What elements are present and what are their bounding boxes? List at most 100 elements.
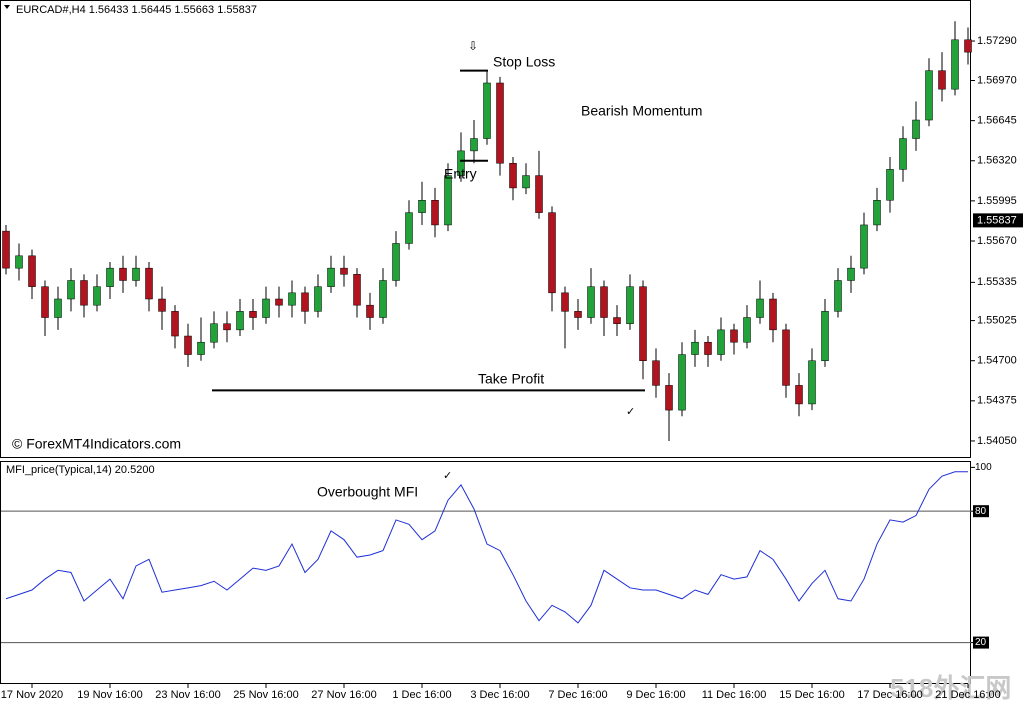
candle-body <box>210 323 218 343</box>
check-icon: ✓ <box>626 406 635 418</box>
candle-body <box>132 267 140 281</box>
last-price-box <box>973 213 1023 228</box>
y-tick-label: 1.56645 <box>977 115 1017 127</box>
candle-body <box>600 286 608 318</box>
x-tick-label: 7 Dec 16:00 <box>548 689 607 701</box>
candle-body <box>223 323 231 331</box>
candle-body <box>106 267 114 287</box>
x-tick-label: 17 Dec 16:00 <box>857 689 922 701</box>
candle-body <box>288 292 296 306</box>
candle-body <box>93 286 101 306</box>
candle-body <box>353 274 361 306</box>
candle-body <box>184 335 192 355</box>
candle-body <box>808 360 816 405</box>
watermark: 518外汇网 <box>890 673 1011 703</box>
y-tick-label: 1.55995 <box>977 195 1017 207</box>
candle-body <box>54 298 62 318</box>
candle-body <box>470 138 478 152</box>
candle-body <box>964 39 972 53</box>
y-tick-label: 1.55025 <box>977 315 1017 327</box>
candle-body <box>145 267 153 300</box>
candle-body <box>366 304 374 318</box>
candle-body <box>795 385 803 405</box>
mfi-title: MFI_price(Typical,14) 20.5200 <box>6 464 155 476</box>
mfi-line <box>5 471 968 624</box>
candle-body <box>15 255 23 269</box>
candle-body <box>769 298 777 331</box>
candle-body <box>743 317 751 343</box>
candle-body <box>119 267 127 281</box>
candle-body <box>886 169 894 201</box>
price-panel <box>0 0 971 458</box>
candle-body <box>834 280 842 312</box>
candle-body <box>548 212 556 294</box>
candle-body <box>522 175 530 189</box>
last-price-label: 1.55837 <box>977 214 1017 226</box>
x-tick-label: 15 Dec 16:00 <box>779 689 844 701</box>
candle-body <box>613 317 621 324</box>
candle-body <box>171 311 179 337</box>
candle-body <box>756 298 764 318</box>
candle-body <box>860 224 868 269</box>
candle-body <box>444 175 452 226</box>
candle-body <box>314 286 322 312</box>
mfi-panel <box>0 461 971 684</box>
y-tick-label: 1.54700 <box>977 355 1017 367</box>
candle-body <box>197 341 205 355</box>
candle-body <box>652 360 660 386</box>
candle-body <box>418 200 426 213</box>
candle-body <box>236 311 244 331</box>
candle-body <box>912 119 920 139</box>
candle-body <box>340 267 348 275</box>
y-tick-label: 80 <box>975 506 987 517</box>
y-tick-box <box>973 636 989 649</box>
y-tick-label: 20 <box>975 637 987 648</box>
candle-body <box>847 267 855 281</box>
candle-body <box>665 385 673 411</box>
y-tick-label: 1.56320 <box>977 155 1017 167</box>
y-tick-label: 1.55670 <box>977 235 1017 247</box>
candle-body <box>405 212 413 244</box>
candle-body <box>730 329 738 343</box>
x-tick-label: 23 Nov 16:00 <box>155 689 220 701</box>
annotation: Entry <box>444 166 477 182</box>
candle-body <box>379 280 387 318</box>
candle-body <box>782 329 790 386</box>
candle-body <box>561 292 569 312</box>
candle-body <box>574 311 582 318</box>
candle-body <box>80 280 88 306</box>
menu-icon <box>4 5 10 9</box>
down-arrow-icon: ⇩ <box>468 39 478 53</box>
y-tick-label: 1.54050 <box>977 435 1017 447</box>
y-tick-label: 1.55335 <box>977 276 1017 288</box>
x-tick-label: 25 Nov 16:00 <box>233 689 298 701</box>
y-tick-label: 1.57290 <box>977 35 1017 47</box>
candle-body <box>509 162 517 189</box>
y-tick-label: 1.54375 <box>977 395 1017 407</box>
candle-body <box>678 354 686 411</box>
y-tick-label: 1.56970 <box>977 74 1017 86</box>
candle-body <box>301 292 309 312</box>
candle-body <box>327 267 335 287</box>
mfi-annotation: Overbought MFI <box>317 484 418 500</box>
y-tick-box <box>973 505 989 518</box>
x-tick-label: 11 Dec 16:00 <box>702 689 767 701</box>
candle-body <box>873 200 881 226</box>
copyright: © ForexMT4Indicators.com <box>12 436 181 452</box>
candle-body <box>496 82 504 164</box>
candle-body <box>691 341 699 355</box>
candle-body <box>938 70 946 90</box>
candle-body <box>704 341 712 355</box>
candle-body <box>626 286 634 324</box>
annotation: Bearish Momentum <box>581 103 702 119</box>
annotation: Stop Loss <box>493 54 555 70</box>
annotation: Take Profit <box>478 371 544 387</box>
y-tick-label: 100 <box>975 462 992 473</box>
candle-body <box>899 138 907 170</box>
candle-body <box>457 150 465 176</box>
candle-body <box>262 298 270 318</box>
check-icon: ✓ <box>443 470 452 482</box>
candle-body <box>717 329 725 355</box>
candle-body <box>67 280 75 300</box>
candle-body <box>2 230 10 269</box>
